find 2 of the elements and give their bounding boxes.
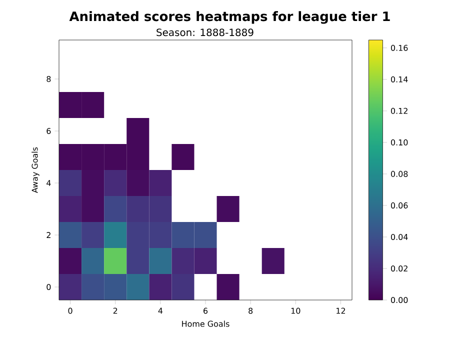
- chart-title: Animated scores heatmaps for league tier 1: [69, 11, 390, 24]
- chart-subtitle: Season: 1888-1889: [156, 28, 254, 36]
